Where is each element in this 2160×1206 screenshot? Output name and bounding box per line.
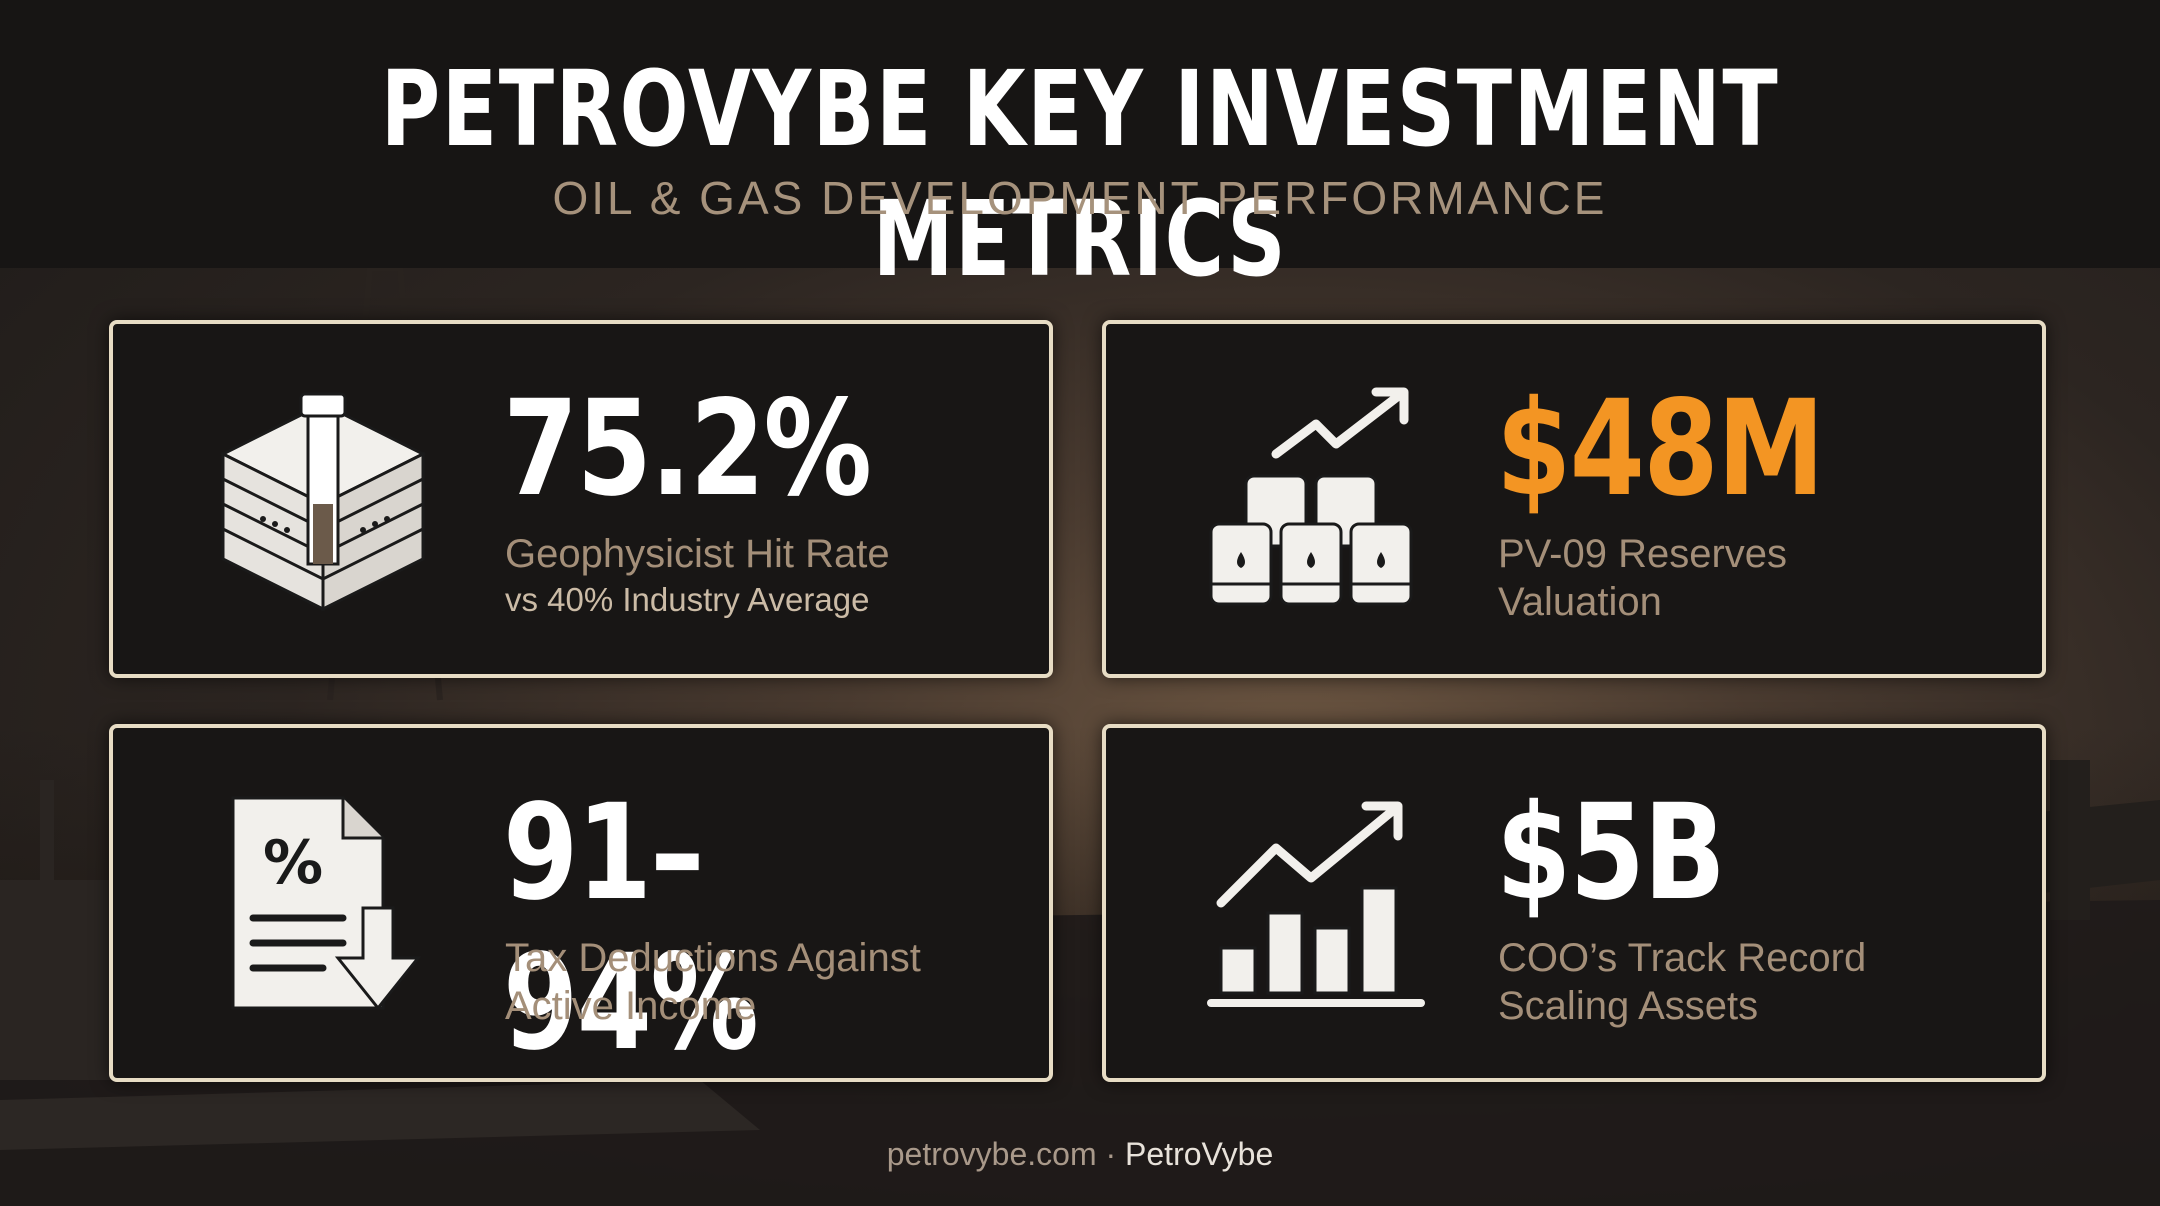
metric-label: Tax Deductions Against — [505, 936, 921, 980]
metric-value: 75.2% — [503, 372, 872, 526]
metric-label-line2: Active Income — [505, 984, 757, 1028]
oil-barrels-growth-icon — [1206, 384, 1426, 614]
metric-card-hit-rate: 75.2% Geophysicist Hit Rate vs 40% Indus… — [109, 320, 1053, 678]
tax-document-icon: % — [213, 788, 433, 1018]
page-title: PETROVYBE KEY INVESTMENT METRICS — [380, 48, 1780, 300]
svg-text:%: % — [263, 828, 323, 898]
metric-label: Geophysicist Hit Rate — [505, 532, 890, 576]
metric-label: PV-09 Reserves — [1498, 532, 1788, 576]
bar-chart-growth-icon — [1206, 788, 1426, 1018]
metric-label: COO’s Track Record — [1498, 936, 1867, 980]
metric-label-line2: Valuation — [1498, 580, 1662, 624]
metric-value: 91–94% — [503, 776, 759, 1080]
metric-sublabel: vs 40% Industry Average — [505, 581, 870, 618]
header-bar: PETROVYBE KEY INVESTMENT METRICS OIL & G… — [0, 0, 2160, 300]
footer-site-link[interactable]: petrovybe.com — [886, 1136, 1097, 1172]
metric-value: $48M — [1496, 372, 1825, 526]
footer: petrovybe.com · PetroVybe — [0, 1130, 2160, 1178]
page-subtitle: OIL & GAS DEVELOPMENT PERFORMANCE — [552, 172, 1608, 224]
drill-core-icon — [213, 384, 433, 614]
metric-value: $5B — [1496, 776, 1726, 930]
metric-label-line2: Scaling Assets — [1498, 984, 1759, 1028]
metric-card-tax: % 91–94% Tax Deductions Against Active I… — [109, 724, 1053, 1082]
footer-brand: PetroVybe — [1125, 1136, 1274, 1172]
footer-separator: · — [1096, 1136, 1126, 1172]
metric-card-reserves: $48M PV-09 Reserves Valuation — [1102, 320, 2046, 678]
metric-card-track-record: $5B COO’s Track Record Scaling Assets — [1102, 724, 2046, 1082]
